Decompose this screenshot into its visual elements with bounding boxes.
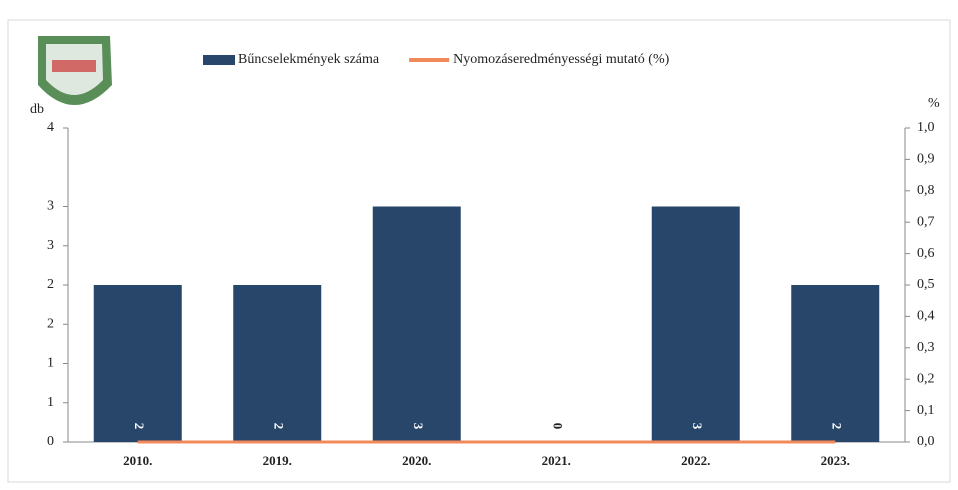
y-tick-label: 0 <box>47 434 54 449</box>
legend-swatch <box>203 55 235 65</box>
x-tick-label: 2022. <box>681 453 710 468</box>
y2-tick-label: 0,0 <box>917 434 935 449</box>
data-label: 2 <box>829 423 844 430</box>
y2-axis-label: % <box>928 96 940 111</box>
legend-label: Bűncselekmények száma <box>238 52 380 67</box>
y-tick-label: 1 <box>47 356 54 371</box>
data-label: 3 <box>411 423 426 430</box>
bar <box>93 285 182 442</box>
x-tick-label: 2021. <box>542 453 571 468</box>
y2-tick-label: 0,2 <box>917 371 935 386</box>
y2-tick-label: 0,8 <box>917 183 935 198</box>
y2-tick-label: 0,1 <box>917 403 935 418</box>
legend-label: Nyomozáseredményességi mutató (%) <box>453 52 669 67</box>
frame <box>7 19 951 483</box>
x-tick-label: 2023. <box>821 453 850 468</box>
bar <box>791 285 880 442</box>
data-label: 2 <box>132 423 147 430</box>
x-tick-label: 2019. <box>263 453 292 468</box>
y2-tick-label: 0,5 <box>917 277 935 292</box>
y2-tick-label: 0,7 <box>917 214 935 229</box>
y2-tick-label: 1,0 <box>917 120 935 135</box>
y2-tick-label: 0,6 <box>917 246 935 261</box>
y-tick-label: 1 <box>47 395 54 410</box>
y-tick-label: 2 <box>47 277 54 292</box>
bar <box>372 206 461 442</box>
logo <box>38 36 112 105</box>
y2-tick-label: 0,9 <box>917 152 935 167</box>
y2-tick-label: 0,3 <box>917 340 935 355</box>
y-tick-label: 2 <box>47 316 54 331</box>
bar <box>651 206 740 442</box>
bar <box>233 285 322 442</box>
data-label: 2 <box>271 423 286 430</box>
data-label: 3 <box>690 423 705 430</box>
data-label: 0 <box>550 423 565 430</box>
y-tick-label: 3 <box>47 199 54 214</box>
x-tick-label: 2020. <box>402 453 431 468</box>
y-tick-label: 4 <box>47 120 54 135</box>
y-axis-label: db <box>30 102 44 117</box>
y2-tick-label: 0,4 <box>917 309 935 324</box>
x-tick-label: 2010. <box>123 453 152 468</box>
y-tick-label: 3 <box>47 238 54 253</box>
